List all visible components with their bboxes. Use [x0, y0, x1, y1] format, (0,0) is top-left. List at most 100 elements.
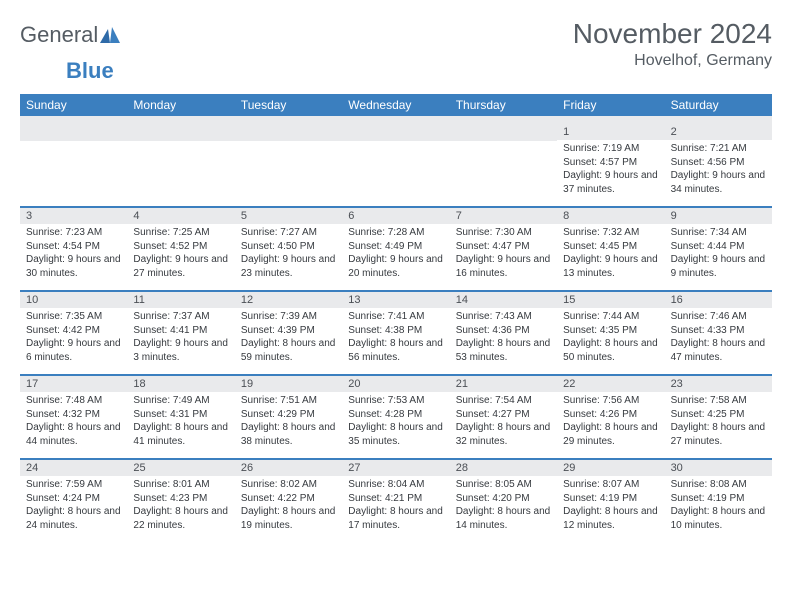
daylight-line: Daylight: 8 hours and 29 minutes. — [563, 421, 658, 448]
day-number: 18 — [127, 376, 234, 392]
day-info: Sunrise: 7:30 AMSunset: 4:47 PMDaylight:… — [450, 224, 557, 284]
day-number: 6 — [342, 208, 449, 224]
day-header-cell: Thursday — [450, 94, 557, 116]
sunrise-line: Sunrise: 7:51 AM — [241, 394, 336, 408]
daylight-line: Daylight: 8 hours and 12 minutes. — [563, 505, 658, 532]
day-info: Sunrise: 8:01 AMSunset: 4:23 PMDaylight:… — [127, 476, 234, 536]
sunrise-line: Sunrise: 7:44 AM — [563, 310, 658, 324]
empty-day — [20, 124, 127, 141]
sunset-line: Sunset: 4:39 PM — [241, 324, 336, 338]
sunrise-line: Sunrise: 7:58 AM — [671, 394, 766, 408]
week-row: 10Sunrise: 7:35 AMSunset: 4:42 PMDayligh… — [20, 292, 772, 376]
daylight-line: Daylight: 9 hours and 13 minutes. — [563, 253, 658, 280]
sunrise-line: Sunrise: 7:54 AM — [456, 394, 551, 408]
weeks-container: 1Sunrise: 7:19 AMSunset: 4:57 PMDaylight… — [20, 124, 772, 542]
day-number: 23 — [665, 376, 772, 392]
calendar-cell: 10Sunrise: 7:35 AMSunset: 4:42 PMDayligh… — [20, 292, 127, 374]
calendar-cell: 12Sunrise: 7:39 AMSunset: 4:39 PMDayligh… — [235, 292, 342, 374]
sunset-line: Sunset: 4:27 PM — [456, 408, 551, 422]
day-number: 19 — [235, 376, 342, 392]
day-info: Sunrise: 7:21 AMSunset: 4:56 PMDaylight:… — [665, 140, 772, 200]
day-info: Sunrise: 7:34 AMSunset: 4:44 PMDaylight:… — [665, 224, 772, 284]
calendar: SundayMondayTuesdayWednesdayThursdayFrid… — [20, 94, 772, 542]
day-info: Sunrise: 7:25 AMSunset: 4:52 PMDaylight:… — [127, 224, 234, 284]
sunrise-line: Sunrise: 7:37 AM — [133, 310, 228, 324]
daylight-line: Daylight: 8 hours and 10 minutes. — [671, 505, 766, 532]
calendar-cell: 25Sunrise: 8:01 AMSunset: 4:23 PMDayligh… — [127, 460, 234, 542]
day-info: Sunrise: 7:58 AMSunset: 4:25 PMDaylight:… — [665, 392, 772, 452]
daylight-line: Daylight: 9 hours and 3 minutes. — [133, 337, 228, 364]
calendar-cell: 5Sunrise: 7:27 AMSunset: 4:50 PMDaylight… — [235, 208, 342, 290]
calendar-cell: 14Sunrise: 7:43 AMSunset: 4:36 PMDayligh… — [450, 292, 557, 374]
day-number: 1 — [557, 124, 664, 140]
month-title: November 2024 — [573, 18, 772, 50]
day-number: 9 — [665, 208, 772, 224]
sunset-line: Sunset: 4:23 PM — [133, 492, 228, 506]
day-number: 12 — [235, 292, 342, 308]
daylight-line: Daylight: 8 hours and 50 minutes. — [563, 337, 658, 364]
daylight-line: Daylight: 9 hours and 16 minutes. — [456, 253, 551, 280]
sunrise-line: Sunrise: 7:21 AM — [671, 142, 766, 156]
sunset-line: Sunset: 4:28 PM — [348, 408, 443, 422]
sunrise-line: Sunrise: 7:56 AM — [563, 394, 658, 408]
day-info: Sunrise: 7:28 AMSunset: 4:49 PMDaylight:… — [342, 224, 449, 284]
calendar-cell: 6Sunrise: 7:28 AMSunset: 4:49 PMDaylight… — [342, 208, 449, 290]
calendar-cell: 26Sunrise: 8:02 AMSunset: 4:22 PMDayligh… — [235, 460, 342, 542]
daylight-line: Daylight: 9 hours and 20 minutes. — [348, 253, 443, 280]
calendar-cell: 23Sunrise: 7:58 AMSunset: 4:25 PMDayligh… — [665, 376, 772, 458]
sunrise-line: Sunrise: 7:48 AM — [26, 394, 121, 408]
day-number: 29 — [557, 460, 664, 476]
day-number: 20 — [342, 376, 449, 392]
calendar-cell: 24Sunrise: 7:59 AMSunset: 4:24 PMDayligh… — [20, 460, 127, 542]
sunrise-line: Sunrise: 8:05 AM — [456, 478, 551, 492]
daylight-line: Daylight: 8 hours and 22 minutes. — [133, 505, 228, 532]
sunrise-line: Sunrise: 7:59 AM — [26, 478, 121, 492]
empty-day — [450, 124, 557, 141]
sunrise-line: Sunrise: 7:19 AM — [563, 142, 658, 156]
day-info: Sunrise: 7:59 AMSunset: 4:24 PMDaylight:… — [20, 476, 127, 536]
calendar-cell — [127, 124, 234, 206]
sunset-line: Sunset: 4:41 PM — [133, 324, 228, 338]
sunrise-line: Sunrise: 7:23 AM — [26, 226, 121, 240]
day-number: 3 — [20, 208, 127, 224]
spacer-row — [20, 116, 772, 124]
sunset-line: Sunset: 4:26 PM — [563, 408, 658, 422]
day-info: Sunrise: 7:54 AMSunset: 4:27 PMDaylight:… — [450, 392, 557, 452]
calendar-cell: 30Sunrise: 8:08 AMSunset: 4:19 PMDayligh… — [665, 460, 772, 542]
sunrise-line: Sunrise: 7:35 AM — [26, 310, 121, 324]
daylight-line: Daylight: 8 hours and 38 minutes. — [241, 421, 336, 448]
sunset-line: Sunset: 4:50 PM — [241, 240, 336, 254]
daylight-line: Daylight: 8 hours and 41 minutes. — [133, 421, 228, 448]
daylight-line: Daylight: 9 hours and 9 minutes. — [671, 253, 766, 280]
sunrise-line: Sunrise: 7:34 AM — [671, 226, 766, 240]
day-number: 30 — [665, 460, 772, 476]
calendar-cell — [235, 124, 342, 206]
sunset-line: Sunset: 4:42 PM — [26, 324, 121, 338]
calendar-cell: 19Sunrise: 7:51 AMSunset: 4:29 PMDayligh… — [235, 376, 342, 458]
day-number: 17 — [20, 376, 127, 392]
sunrise-line: Sunrise: 7:41 AM — [348, 310, 443, 324]
day-number: 25 — [127, 460, 234, 476]
sunset-line: Sunset: 4:19 PM — [563, 492, 658, 506]
day-number: 5 — [235, 208, 342, 224]
daylight-line: Daylight: 8 hours and 53 minutes. — [456, 337, 551, 364]
sunrise-line: Sunrise: 7:46 AM — [671, 310, 766, 324]
day-number: 28 — [450, 460, 557, 476]
title-block: November 2024 Hovelhof, Germany — [573, 18, 772, 70]
sunrise-line: Sunrise: 7:25 AM — [133, 226, 228, 240]
day-info: Sunrise: 7:19 AMSunset: 4:57 PMDaylight:… — [557, 140, 664, 200]
sunrise-line: Sunrise: 8:08 AM — [671, 478, 766, 492]
calendar-cell: 17Sunrise: 7:48 AMSunset: 4:32 PMDayligh… — [20, 376, 127, 458]
sunset-line: Sunset: 4:44 PM — [671, 240, 766, 254]
day-info: Sunrise: 7:39 AMSunset: 4:39 PMDaylight:… — [235, 308, 342, 368]
day-header-cell: Tuesday — [235, 94, 342, 116]
daylight-line: Daylight: 8 hours and 44 minutes. — [26, 421, 121, 448]
calendar-cell: 11Sunrise: 7:37 AMSunset: 4:41 PMDayligh… — [127, 292, 234, 374]
empty-day — [342, 124, 449, 141]
sunset-line: Sunset: 4:35 PM — [563, 324, 658, 338]
sunrise-line: Sunrise: 8:02 AM — [241, 478, 336, 492]
daylight-line: Daylight: 8 hours and 27 minutes. — [671, 421, 766, 448]
day-number: 4 — [127, 208, 234, 224]
day-info: Sunrise: 7:49 AMSunset: 4:31 PMDaylight:… — [127, 392, 234, 452]
day-number: 27 — [342, 460, 449, 476]
